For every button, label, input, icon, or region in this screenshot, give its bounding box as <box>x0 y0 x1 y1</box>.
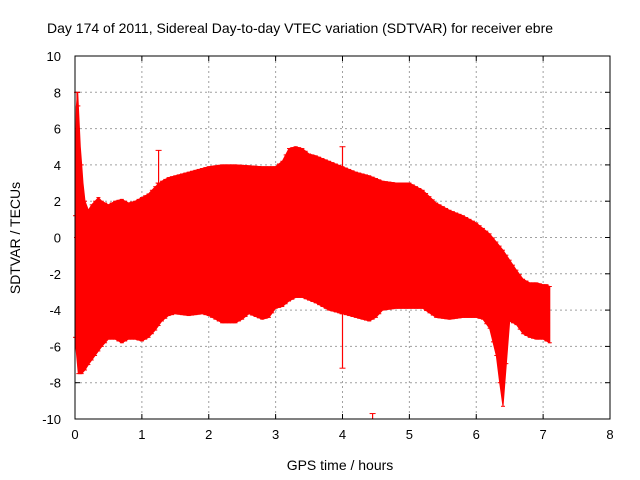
x-axis-label: GPS time / hours <box>287 457 394 473</box>
y-tick-label: -4 <box>49 303 61 318</box>
sdtvar-envelope <box>74 92 551 407</box>
x-tick-label: 8 <box>606 427 613 442</box>
x-tick-label: 1 <box>138 427 145 442</box>
x-tick-label: 7 <box>540 427 547 442</box>
plot-frame <box>74 55 611 420</box>
y-tick-label: 8 <box>54 85 61 100</box>
y-tick-label: 10 <box>47 49 61 64</box>
x-tick-label: 6 <box>473 427 480 442</box>
y-tick-label: -8 <box>49 376 61 391</box>
y-tick-label: -2 <box>49 267 61 282</box>
y-tick-label: -6 <box>49 339 61 354</box>
y-tick-label: 2 <box>54 194 61 209</box>
x-tick-label: 4 <box>339 427 346 442</box>
x-tick-label: 0 <box>71 427 78 442</box>
y-tick-label: 0 <box>54 231 61 246</box>
y-tick-label: -10 <box>42 412 61 427</box>
y-tick-label: 6 <box>54 122 61 137</box>
tick-labels: 0 1 2 3 4 5 6 7 8 -10 -8 -6 -4 -2 0 2 4 6 8 10 <box>42 49 613 442</box>
x-tick-label: 5 <box>406 427 413 442</box>
x-tick-label: 3 <box>272 427 279 442</box>
chart-title: Day 174 of 2011, Sidereal Day-to-day VTE… <box>47 20 553 36</box>
x-tick-label: 2 <box>205 427 212 442</box>
y-axis-label: SDTVAR / TECUs <box>7 182 23 294</box>
y-tick-label: 4 <box>54 158 61 173</box>
series-layer <box>73 91 552 420</box>
